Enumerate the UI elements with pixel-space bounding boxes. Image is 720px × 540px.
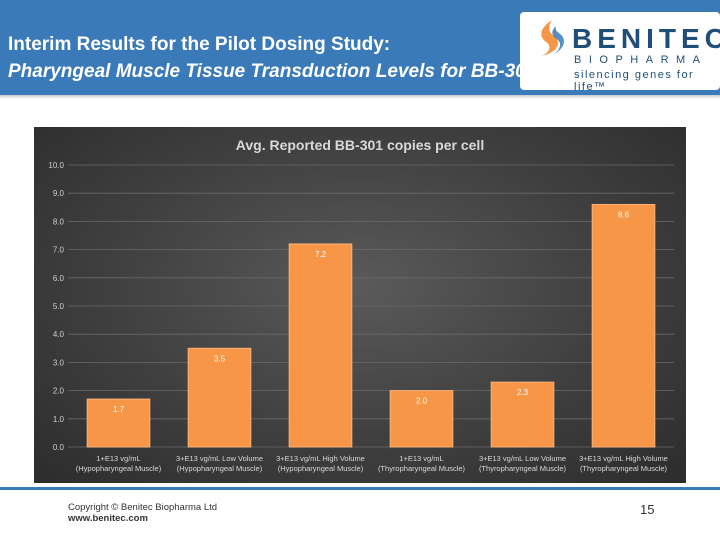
data-label: 2.0 — [416, 397, 428, 406]
bar — [288, 243, 353, 448]
data-label: 1.7 — [113, 405, 125, 414]
data-label: 3.5 — [214, 354, 226, 363]
logo-name: BENITEC — [572, 23, 720, 54]
bar — [591, 203, 656, 448]
y-tick-label: 7.0 — [53, 246, 65, 255]
bar — [86, 398, 151, 448]
x-tick-label: (Thyropharyngeal Muscle) — [580, 464, 668, 473]
y-tick-label: 1.0 — [53, 415, 65, 424]
data-label: 2.3 — [517, 388, 529, 397]
page-number: 15 — [640, 502, 655, 517]
header-shadow — [0, 95, 720, 99]
x-tick-label: (Thyropharyngeal Muscle) — [378, 464, 466, 473]
x-tick-label: 1+E13 vg/mL — [96, 454, 140, 463]
x-tick-label: 3+E13 vg/mL Low Volume — [176, 454, 263, 463]
y-tick-label: 9.0 — [53, 189, 65, 198]
website-link[interactable]: www.benitec.com — [68, 513, 148, 524]
x-tick-label: (Hypopharyngeal Muscle) — [278, 464, 364, 473]
y-tick-label: 3.0 — [53, 358, 65, 367]
flame-swirl-icon — [541, 20, 564, 56]
x-tick-label: 1+E13 vg/mL — [399, 454, 443, 463]
logo-subtitle: BIOPHARMA — [574, 54, 708, 66]
chart-title: Avg. Reported BB-301 copies per cell — [236, 137, 484, 153]
logo-tagline: silencing genes for life™ — [574, 69, 695, 93]
x-tick-label: (Hypopharyngeal Muscle) — [177, 464, 263, 473]
x-tick-label: (Hypopharyngeal Muscle) — [76, 464, 162, 473]
x-tick-label: 3+E13 vg/mL High Volume — [579, 454, 668, 463]
bar — [389, 390, 454, 448]
bar-chart: Avg. Reported BB-301 copies per cell 0.0 1… — [48, 137, 674, 473]
data-label: 8.6 — [618, 210, 630, 219]
y-tick-label: 5.0 — [53, 302, 65, 311]
footer-divider — [0, 487, 720, 490]
x-tick-label: 3+E13 vg/mL Low Volume — [479, 454, 566, 463]
slide-subtitle: Pharyngeal Muscle Tissue Transduction Le… — [8, 61, 537, 82]
y-tick-label: 8.0 — [53, 217, 65, 226]
y-tick-label: 2.0 — [53, 387, 65, 396]
data-label: 7.2 — [315, 250, 327, 259]
bar — [490, 381, 555, 448]
company-logo — [520, 12, 720, 90]
y-tick-label: 6.0 — [53, 274, 65, 283]
y-tick-label: 10.0 — [48, 161, 64, 170]
copyright-text: Copyright © Benitec Biopharma Ltd — [68, 502, 218, 513]
slide-title: Interim Results for the Pilot Dosing Stu… — [8, 34, 391, 55]
x-tick-label: (Thyropharyngeal Muscle) — [479, 464, 567, 473]
y-tick-label: 4.0 — [53, 330, 65, 339]
x-tick-label: 3+E13 vg/mL High Volume — [276, 454, 365, 463]
y-tick-label: 0.0 — [53, 443, 65, 452]
bar — [187, 347, 252, 448]
